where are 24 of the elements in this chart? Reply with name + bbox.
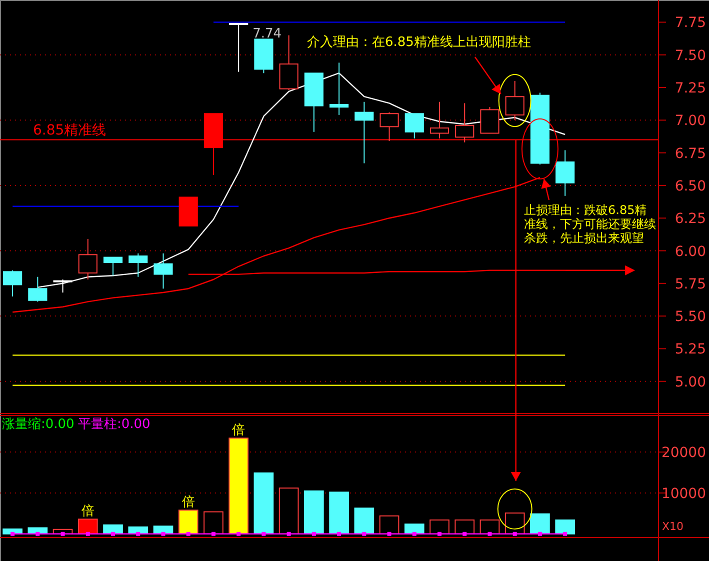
y-tick-label: 6.50 bbox=[674, 178, 706, 194]
y-tick-label: 6.75 bbox=[674, 146, 706, 162]
annotation: 止损理由：跌破6.85精准线，下方可能还要继续杀跌，先止损出来观望 bbox=[524, 203, 656, 245]
y-tick-label: 7.50 bbox=[674, 48, 706, 64]
y-tick-label: 20000 bbox=[661, 445, 706, 462]
y-tick-label: 6.00 bbox=[674, 244, 706, 260]
y-tick-label: 5.75 bbox=[674, 276, 706, 292]
y-tick-label: 10000 bbox=[661, 486, 706, 502]
y-tick-label: 7.00 bbox=[674, 113, 706, 130]
data-label: 倍 bbox=[232, 423, 246, 438]
y-tick-label: 7.75 bbox=[674, 15, 706, 32]
annotation: 涨量缩:0.00 bbox=[2, 417, 74, 432]
y-tick-label: 6.25 bbox=[674, 211, 706, 228]
y-tick-label: 7.25 bbox=[674, 80, 706, 96]
annotation: 平量柱:0.00 bbox=[78, 417, 150, 432]
annotation: 介入理由：在6.85精准线上出现阳胜柱 bbox=[307, 35, 531, 50]
y-tick-label: 5.50 bbox=[674, 309, 706, 326]
text: X10 bbox=[662, 520, 684, 533]
y-tick-label: 5.25 bbox=[674, 342, 706, 358]
annotation: 7.74 bbox=[252, 26, 282, 42]
y-tick-label: 5.00 bbox=[674, 374, 706, 390]
ref-line-label: 6.85精准线 bbox=[33, 122, 106, 139]
data-label: 倍 bbox=[81, 504, 94, 520]
data-label: 倍 bbox=[182, 495, 195, 510]
